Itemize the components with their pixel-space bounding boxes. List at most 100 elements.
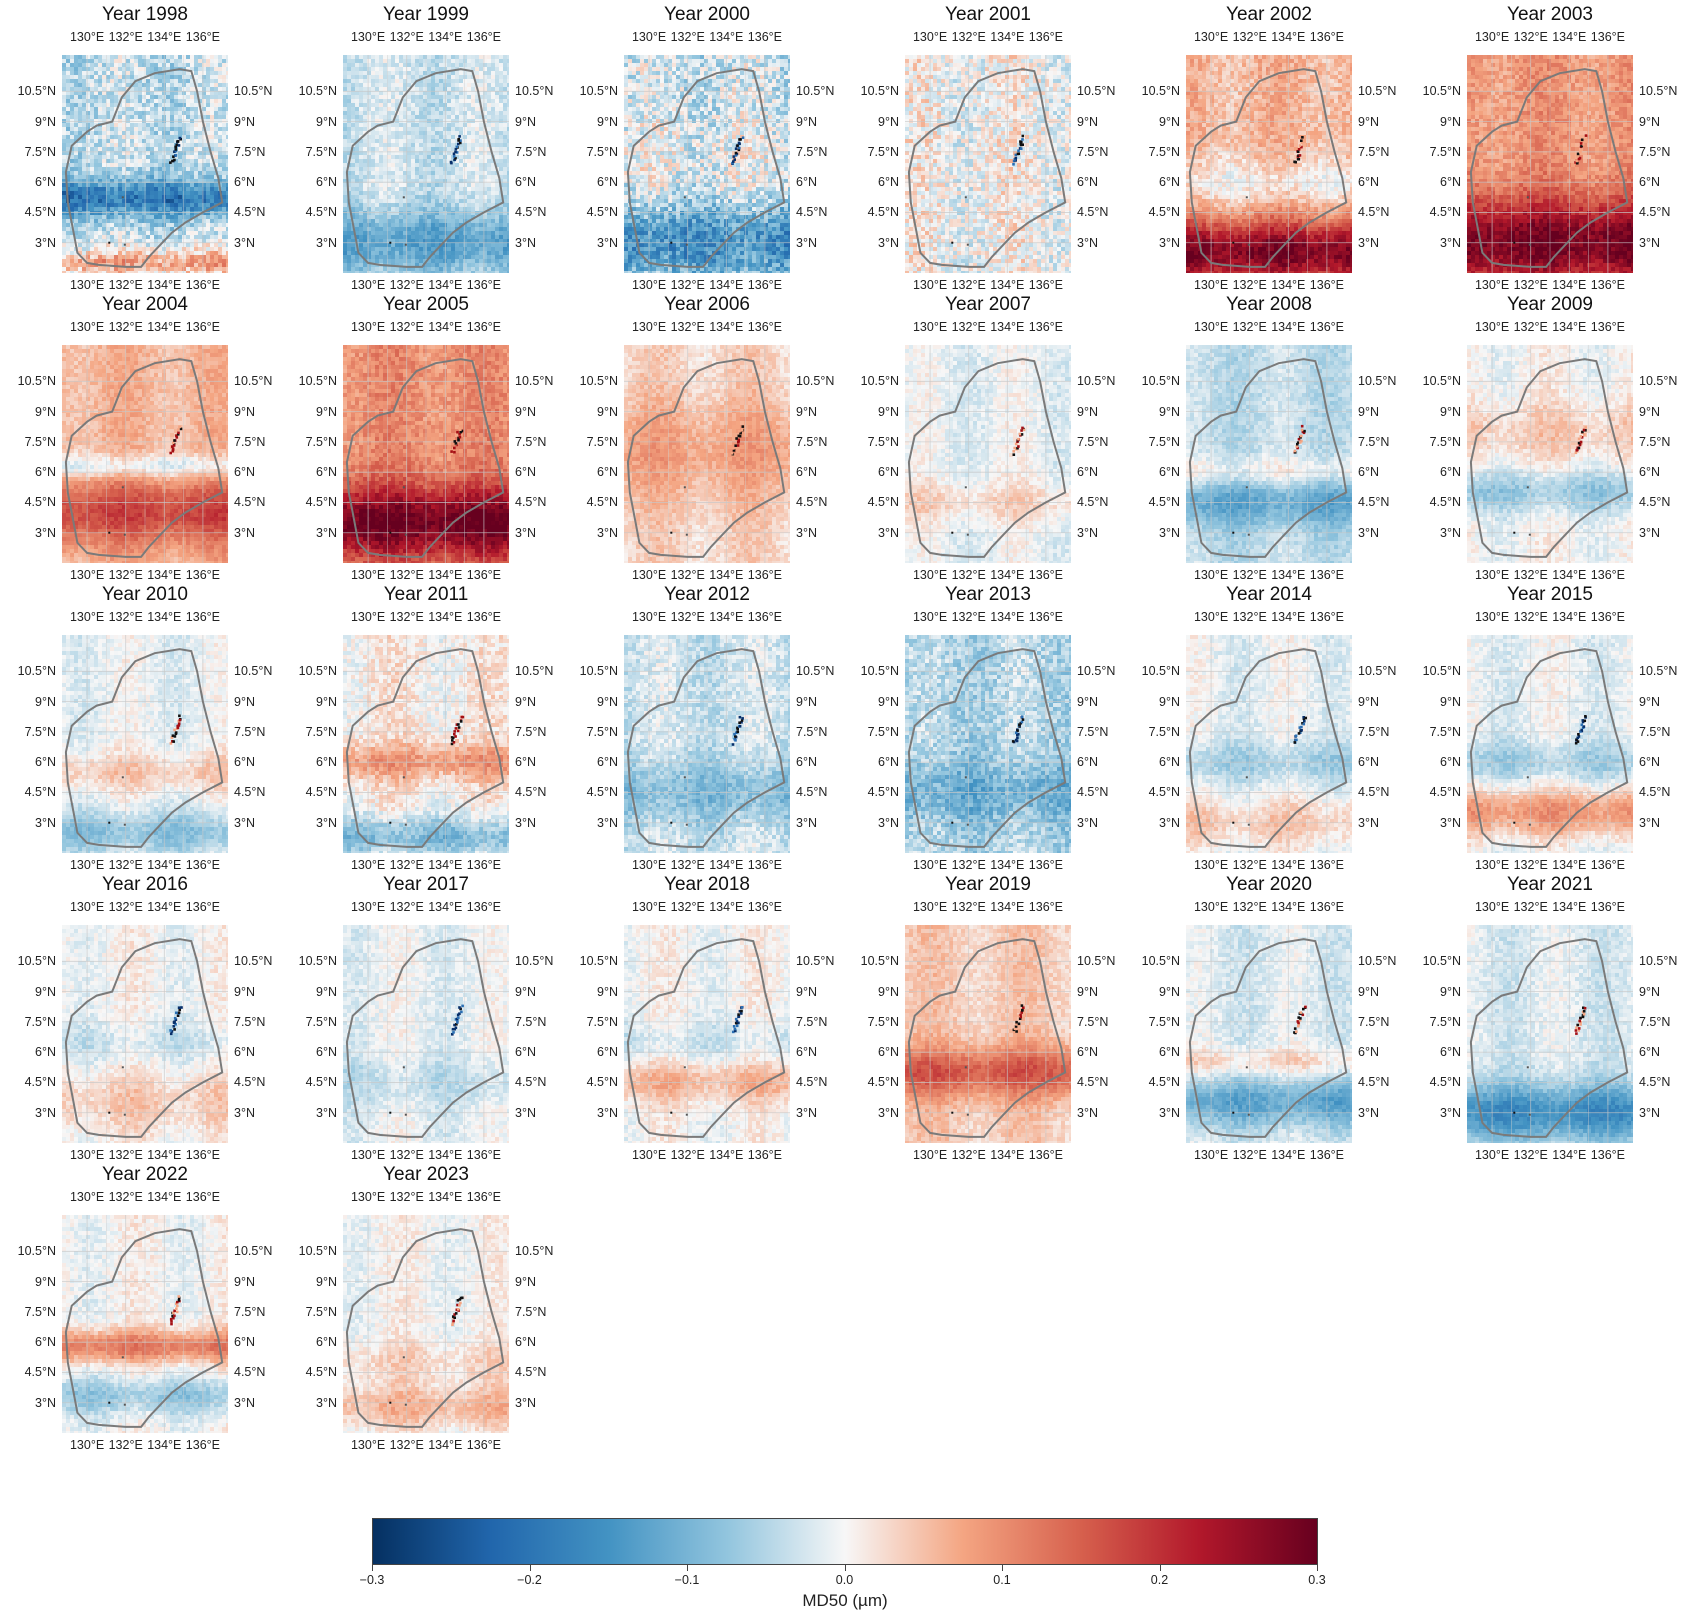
map-panel: Year 2007 130°E 130°E 132°E 132°E 134°E 134°E 1…	[843, 290, 1123, 580]
lat-tick-label-right: 4.5°N	[1639, 205, 1670, 219]
lon-tick-label-top: 132°E	[1514, 320, 1548, 334]
lat-tick-label-left: 3°N	[597, 526, 618, 540]
lat-tick-label-left: 9°N	[1440, 695, 1461, 709]
lat-tick-label-right: 7.5°N	[234, 435, 265, 449]
lat-tick-label-right: 10.5°N	[234, 84, 272, 98]
anomaly-field	[1467, 55, 1633, 273]
colorbar-tick-label: −0.3	[360, 1573, 385, 1587]
panel-title: Year 2020	[1186, 874, 1352, 896]
lat-tick-label-right: 6°N	[515, 465, 536, 479]
lat-tick-label-right: 6°N	[1639, 755, 1660, 769]
lon-tick-label-top: 132°E	[390, 1190, 424, 1204]
lat-tick-label-right: 9°N	[515, 695, 536, 709]
lon-tick-label-top: 134°E	[1271, 30, 1305, 44]
lon-tick-label-top: 136°E	[467, 1190, 501, 1204]
lon-tick-label-bottom: 136°E	[748, 1148, 782, 1162]
lat-tick-label-left: 10.5°N	[1423, 84, 1461, 98]
lon-tick-label-top: 132°E	[109, 1190, 143, 1204]
lon-tick-label-top: 132°E	[1514, 900, 1548, 914]
map-area	[62, 345, 228, 563]
lat-tick-label-left: 3°N	[597, 1106, 618, 1120]
lon-tick-label-top: 132°E	[671, 320, 705, 334]
lon-tick-label-bottom: 130°E	[1194, 1148, 1228, 1162]
panel-title: Year 2010	[62, 584, 228, 606]
lat-tick-label-left: 6°N	[316, 755, 337, 769]
lat-tick-label-left: 3°N	[1159, 236, 1180, 250]
map-area	[905, 925, 1071, 1143]
anomaly-field	[1186, 55, 1352, 273]
lat-tick-label-left: 9°N	[1440, 115, 1461, 129]
lat-tick-label-right: 4.5°N	[1077, 785, 1108, 799]
anomaly-field	[624, 55, 790, 273]
lat-tick-label-right: 3°N	[796, 816, 817, 830]
lon-tick-label-top: 136°E	[186, 30, 220, 44]
lat-tick-label-left: 4.5°N	[306, 205, 337, 219]
map-area	[905, 345, 1071, 563]
lat-tick-label-left: 3°N	[1440, 526, 1461, 540]
lat-tick-label-left: 7.5°N	[868, 435, 899, 449]
lat-tick-label-right: 10.5°N	[1077, 664, 1115, 678]
lat-tick-label-right: 4.5°N	[1077, 495, 1108, 509]
lat-tick-label-right: 9°N	[1077, 405, 1098, 419]
lat-tick-label-left: 7.5°N	[25, 435, 56, 449]
lat-tick-label-left: 10.5°N	[861, 84, 899, 98]
lat-tick-label-left: 3°N	[878, 816, 899, 830]
lat-tick-label-left: 9°N	[878, 985, 899, 999]
lat-tick-label-left: 6°N	[597, 465, 618, 479]
lat-tick-label-right: 10.5°N	[1358, 84, 1396, 98]
anomaly-field	[624, 925, 790, 1143]
map-area	[343, 345, 509, 563]
lat-tick-label-right: 3°N	[234, 236, 255, 250]
lat-tick-label-left: 10.5°N	[580, 954, 618, 968]
lat-tick-label-right: 9°N	[1639, 985, 1660, 999]
lat-tick-label-left: 4.5°N	[306, 785, 337, 799]
lat-tick-label-left: 4.5°N	[306, 1075, 337, 1089]
lon-tick-label-top: 132°E	[109, 610, 143, 624]
lon-tick-label-top: 136°E	[1591, 900, 1625, 914]
lat-tick-label-right: 3°N	[234, 1106, 255, 1120]
lon-tick-label-top: 134°E	[1552, 610, 1586, 624]
lon-tick-label-top: 136°E	[1591, 610, 1625, 624]
lon-tick-label-bottom: 136°E	[186, 1438, 220, 1452]
lat-tick-label-right: 3°N	[1358, 816, 1379, 830]
anomaly-field	[62, 345, 228, 563]
lat-tick-label-left: 10.5°N	[580, 84, 618, 98]
lat-tick-label-right: 9°N	[515, 1275, 536, 1289]
lat-tick-label-left: 9°N	[316, 115, 337, 129]
lon-tick-label-top: 130°E	[913, 900, 947, 914]
lat-tick-label-right: 7.5°N	[1358, 145, 1389, 159]
lat-tick-label-left: 7.5°N	[1149, 145, 1180, 159]
panel-title: Year 2008	[1186, 294, 1352, 316]
lon-tick-label-top: 134°E	[147, 610, 181, 624]
lat-tick-label-left: 7.5°N	[306, 145, 337, 159]
lat-tick-label-right: 3°N	[1639, 236, 1660, 250]
lat-tick-label-right: 4.5°N	[1358, 205, 1389, 219]
panel-title: Year 2018	[624, 874, 790, 896]
lat-tick-label-right: 7.5°N	[1639, 145, 1670, 159]
panel-title: Year 2013	[905, 584, 1071, 606]
lon-tick-label-bottom: 134°E	[1271, 1148, 1305, 1162]
lat-tick-label-left: 6°N	[878, 1045, 899, 1059]
lat-tick-label-left: 7.5°N	[587, 435, 618, 449]
lat-tick-label-left: 6°N	[1440, 175, 1461, 189]
map-area	[62, 635, 228, 853]
lat-tick-label-right: 7.5°N	[515, 725, 546, 739]
map-panel: Year 2014 130°E 130°E 132°E 132°E 134°E 134°E 1…	[1124, 580, 1404, 870]
anomaly-field	[1186, 345, 1352, 563]
lat-tick-label-left: 9°N	[878, 405, 899, 419]
lat-tick-label-left: 10.5°N	[299, 1244, 337, 1258]
lon-tick-label-top: 132°E	[390, 30, 424, 44]
map-panel: Year 2023 130°E 130°E 132°E 132°E 134°E 134°E 1…	[281, 1160, 561, 1450]
lon-tick-label-top: 130°E	[351, 1190, 385, 1204]
anomaly-field	[905, 925, 1071, 1143]
lon-tick-label-bottom: 134°E	[709, 1148, 743, 1162]
lat-tick-label-right: 9°N	[234, 115, 255, 129]
lat-tick-label-left: 10.5°N	[861, 664, 899, 678]
lat-tick-label-right: 6°N	[1077, 175, 1098, 189]
lat-tick-label-left: 3°N	[878, 526, 899, 540]
lon-tick-label-top: 132°E	[390, 610, 424, 624]
lat-tick-label-right: 10.5°N	[1077, 954, 1115, 968]
colorbar-tick	[530, 1565, 531, 1571]
lat-tick-label-right: 10.5°N	[1639, 954, 1677, 968]
lon-tick-label-top: 130°E	[351, 900, 385, 914]
